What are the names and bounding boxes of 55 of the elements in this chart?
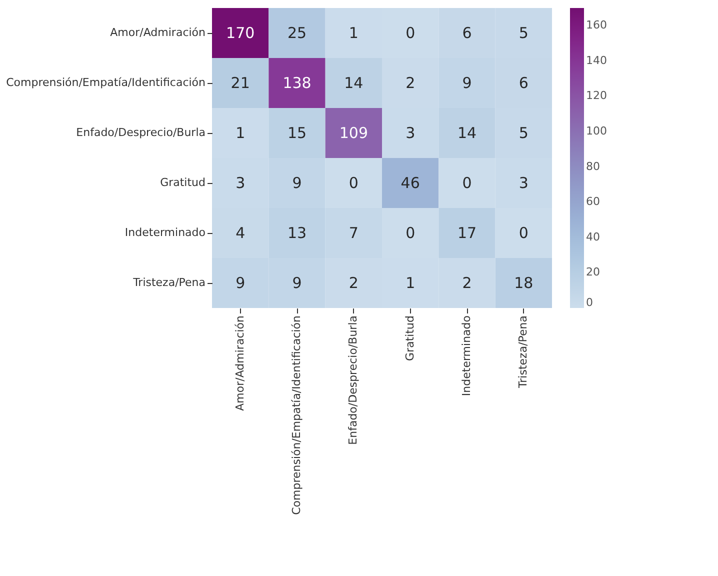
data-label: 25 [287,24,307,42]
x-tick-label: Gratitud [403,316,416,361]
color-bar-label: 80 [586,160,600,173]
data-label: 18 [514,274,534,292]
data-label: 170 [226,24,255,42]
data-label: 0 [406,224,416,242]
color-bar-label: 60 [586,195,600,208]
data-label: 3 [406,124,416,142]
data-label: 9 [292,274,302,292]
data-label: 0 [462,174,472,192]
data-label: 0 [518,224,528,242]
y-tick-label: Tristeza/Pena [132,276,206,289]
y-tick-label: Gratitud [160,176,206,189]
data-label: 1 [406,274,416,292]
data-label: 5 [518,124,528,142]
x-tick-label: Enfado/Desprecio/Burla [346,316,360,445]
data-label: 1 [348,24,358,42]
data-label: 9 [292,174,302,192]
color-bar-label: 0 [586,296,593,309]
y-tick-label: Enfado/Desprecio/Burla [76,126,206,139]
data-label: 2 [406,74,416,92]
data-label: 6 [518,74,528,92]
x-tick-label: Indeterminado [460,315,473,396]
data-label: 21 [230,74,250,92]
color-bar-label: 160 [586,18,607,32]
data-label: 15 [287,124,307,142]
data-label: 3 [518,174,528,192]
data-label: 13 [287,224,307,242]
y-tick-label: Indeterminado [124,226,206,239]
data-label: 6 [462,24,472,42]
color-bar-label: 20 [586,266,600,279]
y-tick-label: Comprensión/Empatía/Identificación [6,76,206,89]
data-label: 2 [348,274,358,292]
color-bar-label: 40 [586,230,600,244]
color-bar-label: 140 [586,54,607,67]
data-label: 14 [457,124,477,142]
data-label: 5 [518,24,528,42]
data-label: 0 [348,174,358,192]
data-label: 9 [236,274,246,292]
color-bar-label: 100 [586,124,607,138]
data-label: 9 [462,74,472,92]
x-tick-label: Tristeza/Pena [516,316,530,389]
data-label: 7 [348,224,358,242]
data-label: 17 [457,224,477,242]
data-label: 14 [344,74,364,92]
color-bar-label: 120 [586,89,607,102]
data-label: 46 [400,174,420,192]
data-label: 3 [236,174,246,192]
data-label: 4 [236,224,246,242]
data-label: 1 [236,124,246,142]
data-label: 0 [406,24,416,42]
data-label: 2 [462,274,472,292]
data-label: 138 [282,74,312,92]
data-label: 109 [339,124,368,142]
y-tick-label: Amor/Admiración [110,26,206,39]
